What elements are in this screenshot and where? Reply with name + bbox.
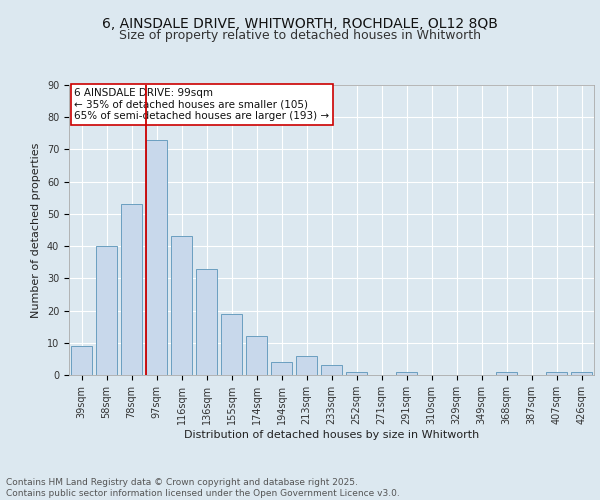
Y-axis label: Number of detached properties: Number of detached properties xyxy=(31,142,41,318)
Bar xyxy=(396,372,417,375)
Bar xyxy=(571,372,592,375)
Bar xyxy=(146,140,167,375)
Bar xyxy=(221,314,242,375)
Bar xyxy=(96,246,117,375)
Bar xyxy=(271,362,292,375)
Bar xyxy=(196,268,217,375)
Bar xyxy=(296,356,317,375)
Bar xyxy=(346,372,367,375)
Bar xyxy=(321,366,342,375)
X-axis label: Distribution of detached houses by size in Whitworth: Distribution of detached houses by size … xyxy=(184,430,479,440)
Bar xyxy=(496,372,517,375)
Text: 6, AINSDALE DRIVE, WHITWORTH, ROCHDALE, OL12 8QB: 6, AINSDALE DRIVE, WHITWORTH, ROCHDALE, … xyxy=(102,18,498,32)
Bar xyxy=(171,236,192,375)
Bar xyxy=(71,346,92,375)
Text: Size of property relative to detached houses in Whitworth: Size of property relative to detached ho… xyxy=(119,29,481,42)
Bar xyxy=(121,204,142,375)
Text: Contains HM Land Registry data © Crown copyright and database right 2025.
Contai: Contains HM Land Registry data © Crown c… xyxy=(6,478,400,498)
Bar xyxy=(546,372,567,375)
Text: 6 AINSDALE DRIVE: 99sqm
← 35% of detached houses are smaller (105)
65% of semi-d: 6 AINSDALE DRIVE: 99sqm ← 35% of detache… xyxy=(74,88,329,121)
Bar xyxy=(246,336,267,375)
